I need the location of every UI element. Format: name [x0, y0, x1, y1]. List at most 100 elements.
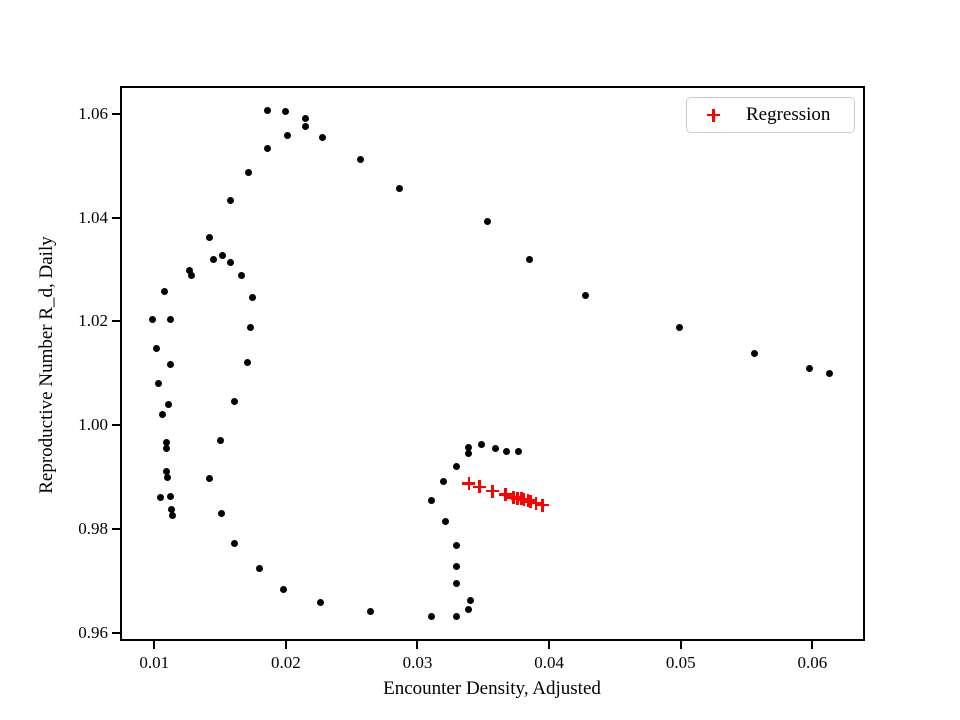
regression-point: [529, 496, 543, 510]
regression-point: [499, 488, 513, 502]
x-tick-label: 0.02: [270, 653, 301, 672]
y-tick-mark: [112, 320, 120, 323]
y-tick-label: 1.02: [78, 311, 108, 331]
data-point: [216, 436, 224, 444]
y-tick-mark: [112, 527, 120, 530]
data-point: [209, 256, 217, 264]
data-point: [161, 288, 169, 296]
data-point: [157, 493, 165, 501]
data-point: [366, 608, 374, 616]
data-point: [283, 131, 291, 139]
data-point: [302, 122, 310, 130]
x-tick-mark: [416, 641, 419, 649]
legend-plus-marker-icon: [707, 108, 720, 122]
data-point: [263, 145, 271, 153]
data-point: [149, 315, 157, 323]
data-point: [227, 258, 235, 266]
data-point: [158, 411, 166, 419]
data-point: [154, 379, 162, 387]
data-point: [165, 400, 173, 408]
data-point: [246, 324, 254, 332]
data-point: [217, 509, 225, 517]
x-tick-mark: [153, 641, 156, 649]
data-point: [357, 155, 365, 163]
x-tick-label: 0.06: [797, 653, 828, 672]
data-point: [166, 493, 174, 501]
data-point: [675, 323, 683, 331]
regression-point: [524, 494, 538, 508]
y-tick-mark: [112, 631, 120, 634]
data-point: [187, 271, 195, 279]
data-point: [453, 463, 461, 471]
data-point: [249, 293, 257, 301]
y-tick-label: 1.00: [78, 415, 108, 435]
data-point: [302, 114, 310, 122]
regression-point: [486, 484, 499, 498]
regression-point: [462, 476, 476, 490]
data-point: [316, 599, 324, 607]
x-tick-mark: [284, 641, 287, 649]
y-tick-label: 1.04: [78, 207, 108, 227]
data-point: [245, 169, 253, 177]
data-point: [162, 444, 170, 452]
data-point: [441, 518, 449, 526]
data-point: [503, 447, 511, 455]
data-point: [440, 478, 448, 486]
x-tick-label: 0.01: [139, 653, 170, 672]
data-point: [162, 468, 170, 476]
data-point: [395, 185, 403, 193]
data-point: [163, 474, 171, 482]
y-tick-mark: [112, 216, 120, 219]
data-point: [237, 271, 245, 279]
data-point: [186, 267, 194, 275]
y-axis-label: Reproductive Number R_d, Daily: [36, 236, 57, 494]
data-point: [256, 565, 264, 573]
plot-area: [120, 86, 865, 641]
data-point: [319, 133, 327, 141]
data-point: [750, 349, 758, 357]
data-point: [491, 444, 499, 452]
data-point: [279, 585, 287, 593]
x-tick-mark: [811, 641, 814, 649]
data-point: [453, 612, 461, 620]
data-point: [453, 541, 461, 549]
data-point: [166, 360, 174, 368]
data-point: [466, 596, 474, 604]
data-point: [483, 218, 491, 226]
data-point: [465, 450, 473, 458]
data-point: [162, 438, 170, 446]
x-axis-label: Encounter Density, Adjusted: [383, 678, 601, 699]
data-point: [206, 474, 213, 482]
x-tick-label: 0.05: [665, 653, 696, 672]
regression-point: [472, 480, 486, 494]
data-point: [263, 107, 271, 115]
x-tick-label: 0.04: [534, 653, 564, 672]
data-point: [166, 315, 174, 323]
data-point: [525, 255, 533, 263]
data-point: [825, 369, 833, 377]
legend: Regression: [686, 97, 855, 133]
data-point: [206, 234, 213, 242]
y-tick-mark: [112, 113, 120, 115]
y-tick-label: 0.98: [78, 518, 108, 538]
data-point: [231, 539, 238, 547]
data-point: [244, 359, 252, 367]
data-point: [465, 444, 473, 452]
data-point: [428, 612, 436, 620]
x-tick-label: 0.03: [402, 653, 433, 672]
data-point: [219, 252, 227, 260]
x-tick-mark: [548, 641, 551, 649]
x-tick-mark: [679, 641, 682, 649]
data-point: [227, 197, 235, 205]
data-point: [169, 511, 177, 519]
data-point: [231, 397, 238, 405]
data-point: [428, 496, 436, 504]
data-point: [478, 441, 486, 449]
data-point: [453, 579, 461, 587]
data-point: [806, 364, 814, 372]
y-tick-label: 1.06: [78, 104, 108, 123]
y-tick-mark: [112, 424, 120, 427]
data-point: [582, 292, 590, 300]
data-point: [282, 108, 290, 116]
